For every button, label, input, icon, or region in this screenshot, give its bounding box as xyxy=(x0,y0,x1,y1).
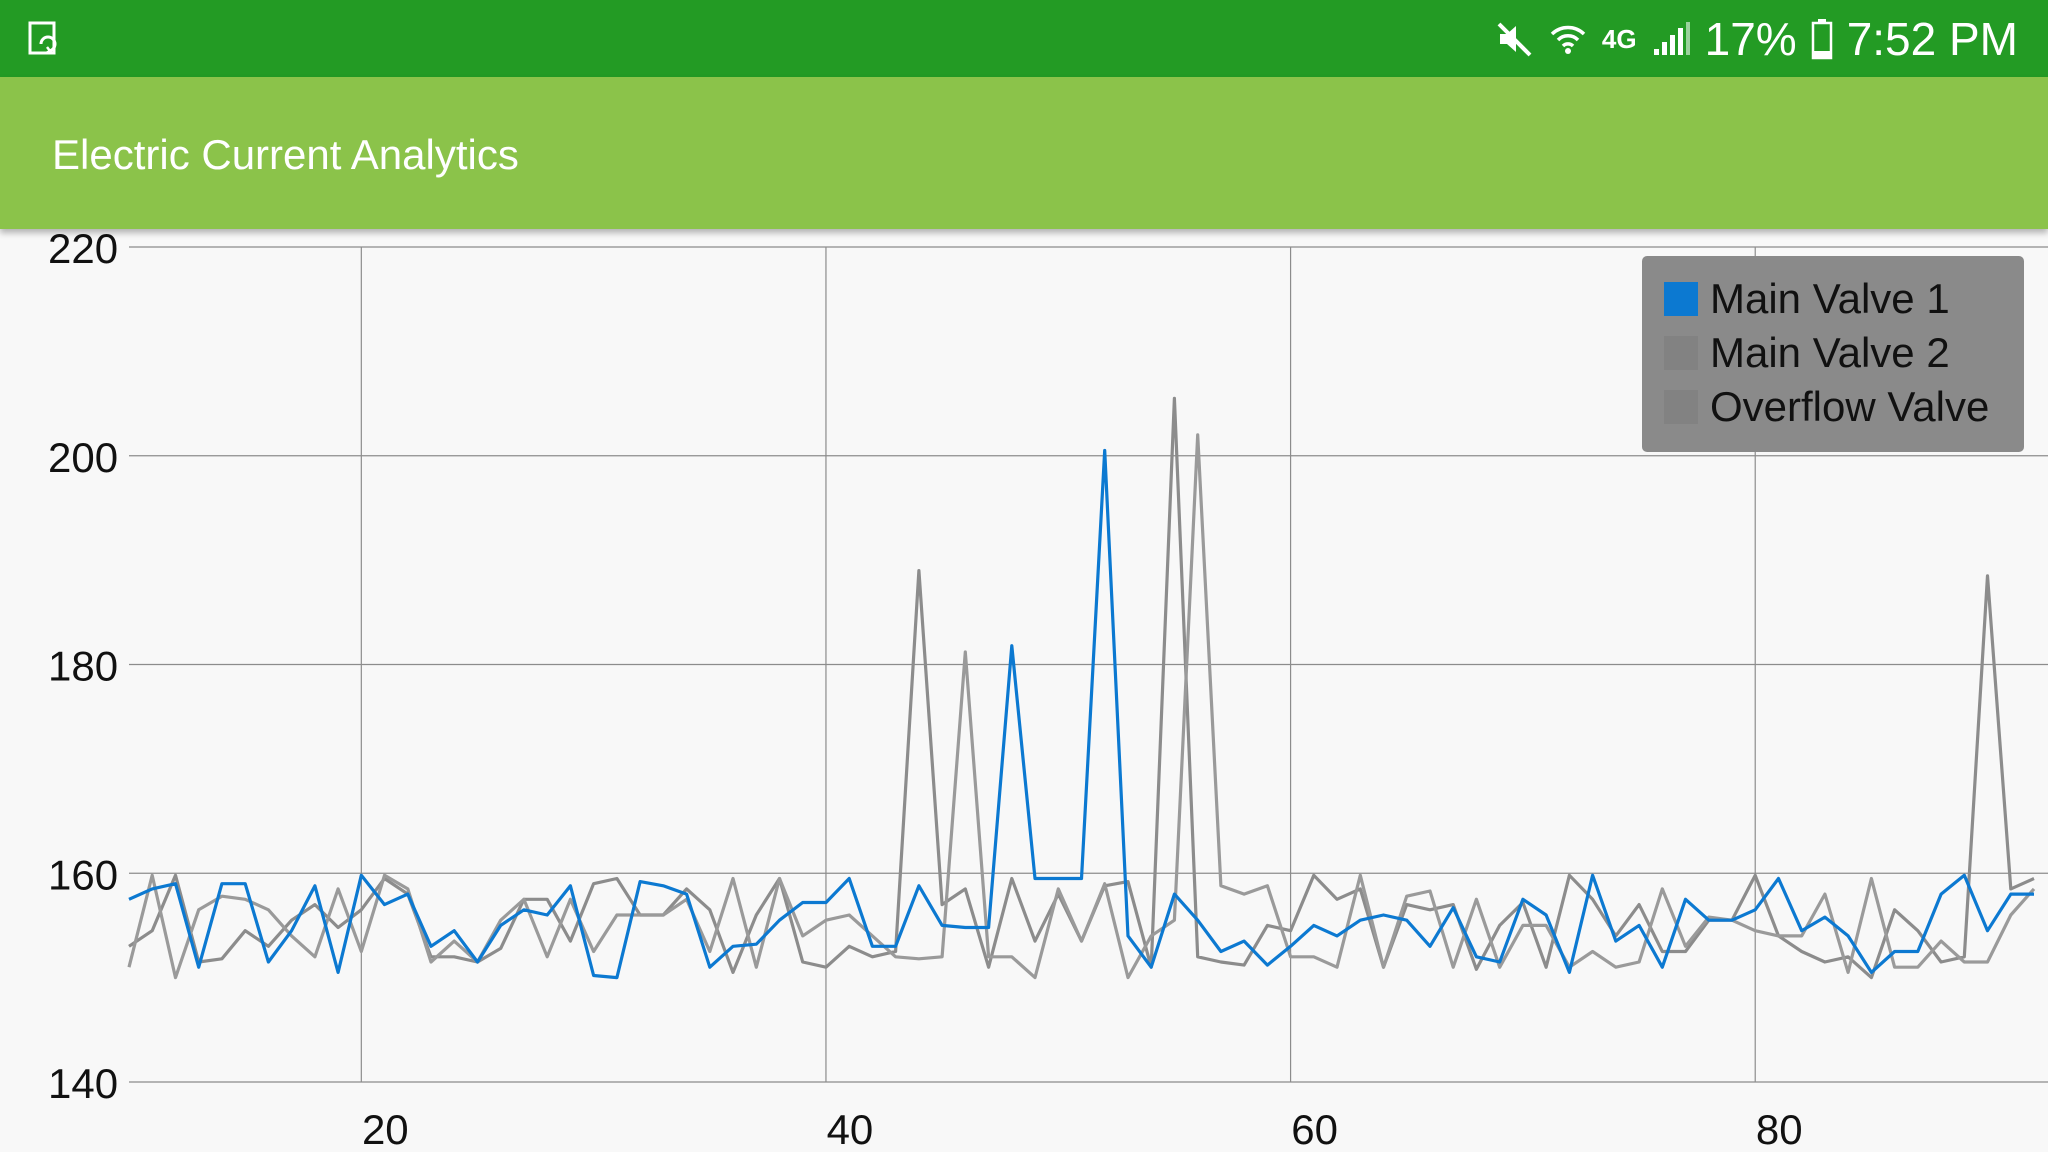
y-tick-label: 180 xyxy=(48,643,118,690)
signal-icon xyxy=(1653,21,1690,55)
legend-item-main-valve-2: Main Valve 2 xyxy=(1664,326,1950,380)
legend-item-main-valve-1: Main Valve 1 xyxy=(1664,272,1950,326)
y-tick-label: 200 xyxy=(48,434,118,481)
page-title: Electric Current Analytics xyxy=(52,131,519,178)
y-tick-label: 160 xyxy=(48,851,118,898)
wifi-icon xyxy=(1550,25,1586,54)
network-type: 4G xyxy=(1601,23,1637,54)
legend-swatch xyxy=(1664,390,1698,424)
x-tick-label: 20 xyxy=(362,1106,409,1152)
series-line-overflow-valve xyxy=(127,433,2036,980)
legend-item-overflow-valve: Overflow Valve xyxy=(1664,380,1989,434)
chart-legend: Main Valve 1 Main Valve 2 Overflow Valve xyxy=(1642,256,2024,452)
battery-percent: 17% xyxy=(1704,12,1797,65)
app-bar: Electric Current Analytics xyxy=(0,77,2048,229)
y-tick-label: 220 xyxy=(48,225,118,272)
y-tick-label: 140 xyxy=(48,1060,118,1107)
series-line-main-valve-1 xyxy=(128,448,2034,980)
x-tick-label: 40 xyxy=(827,1106,874,1152)
legend-swatch xyxy=(1664,282,1698,316)
mute-icon xyxy=(1497,22,1532,56)
legend-label: Main Valve 1 xyxy=(1710,275,1950,322)
x-tick-label: 60 xyxy=(1291,1106,1338,1152)
battery-icon xyxy=(1811,18,1832,59)
x-tick-label: 80 xyxy=(1756,1106,1803,1152)
series-line-main-valve-2 xyxy=(128,396,2035,980)
screen-rotation-icon xyxy=(28,21,57,55)
legend-label: Overflow Valve xyxy=(1710,383,1990,430)
clock-time: 7:52 PM xyxy=(1846,12,2018,65)
legend-swatch xyxy=(1664,336,1698,370)
legend-label: Main Valve 2 xyxy=(1710,329,1950,376)
status-bar: 4G 17% 7:52 PM xyxy=(0,0,2048,77)
